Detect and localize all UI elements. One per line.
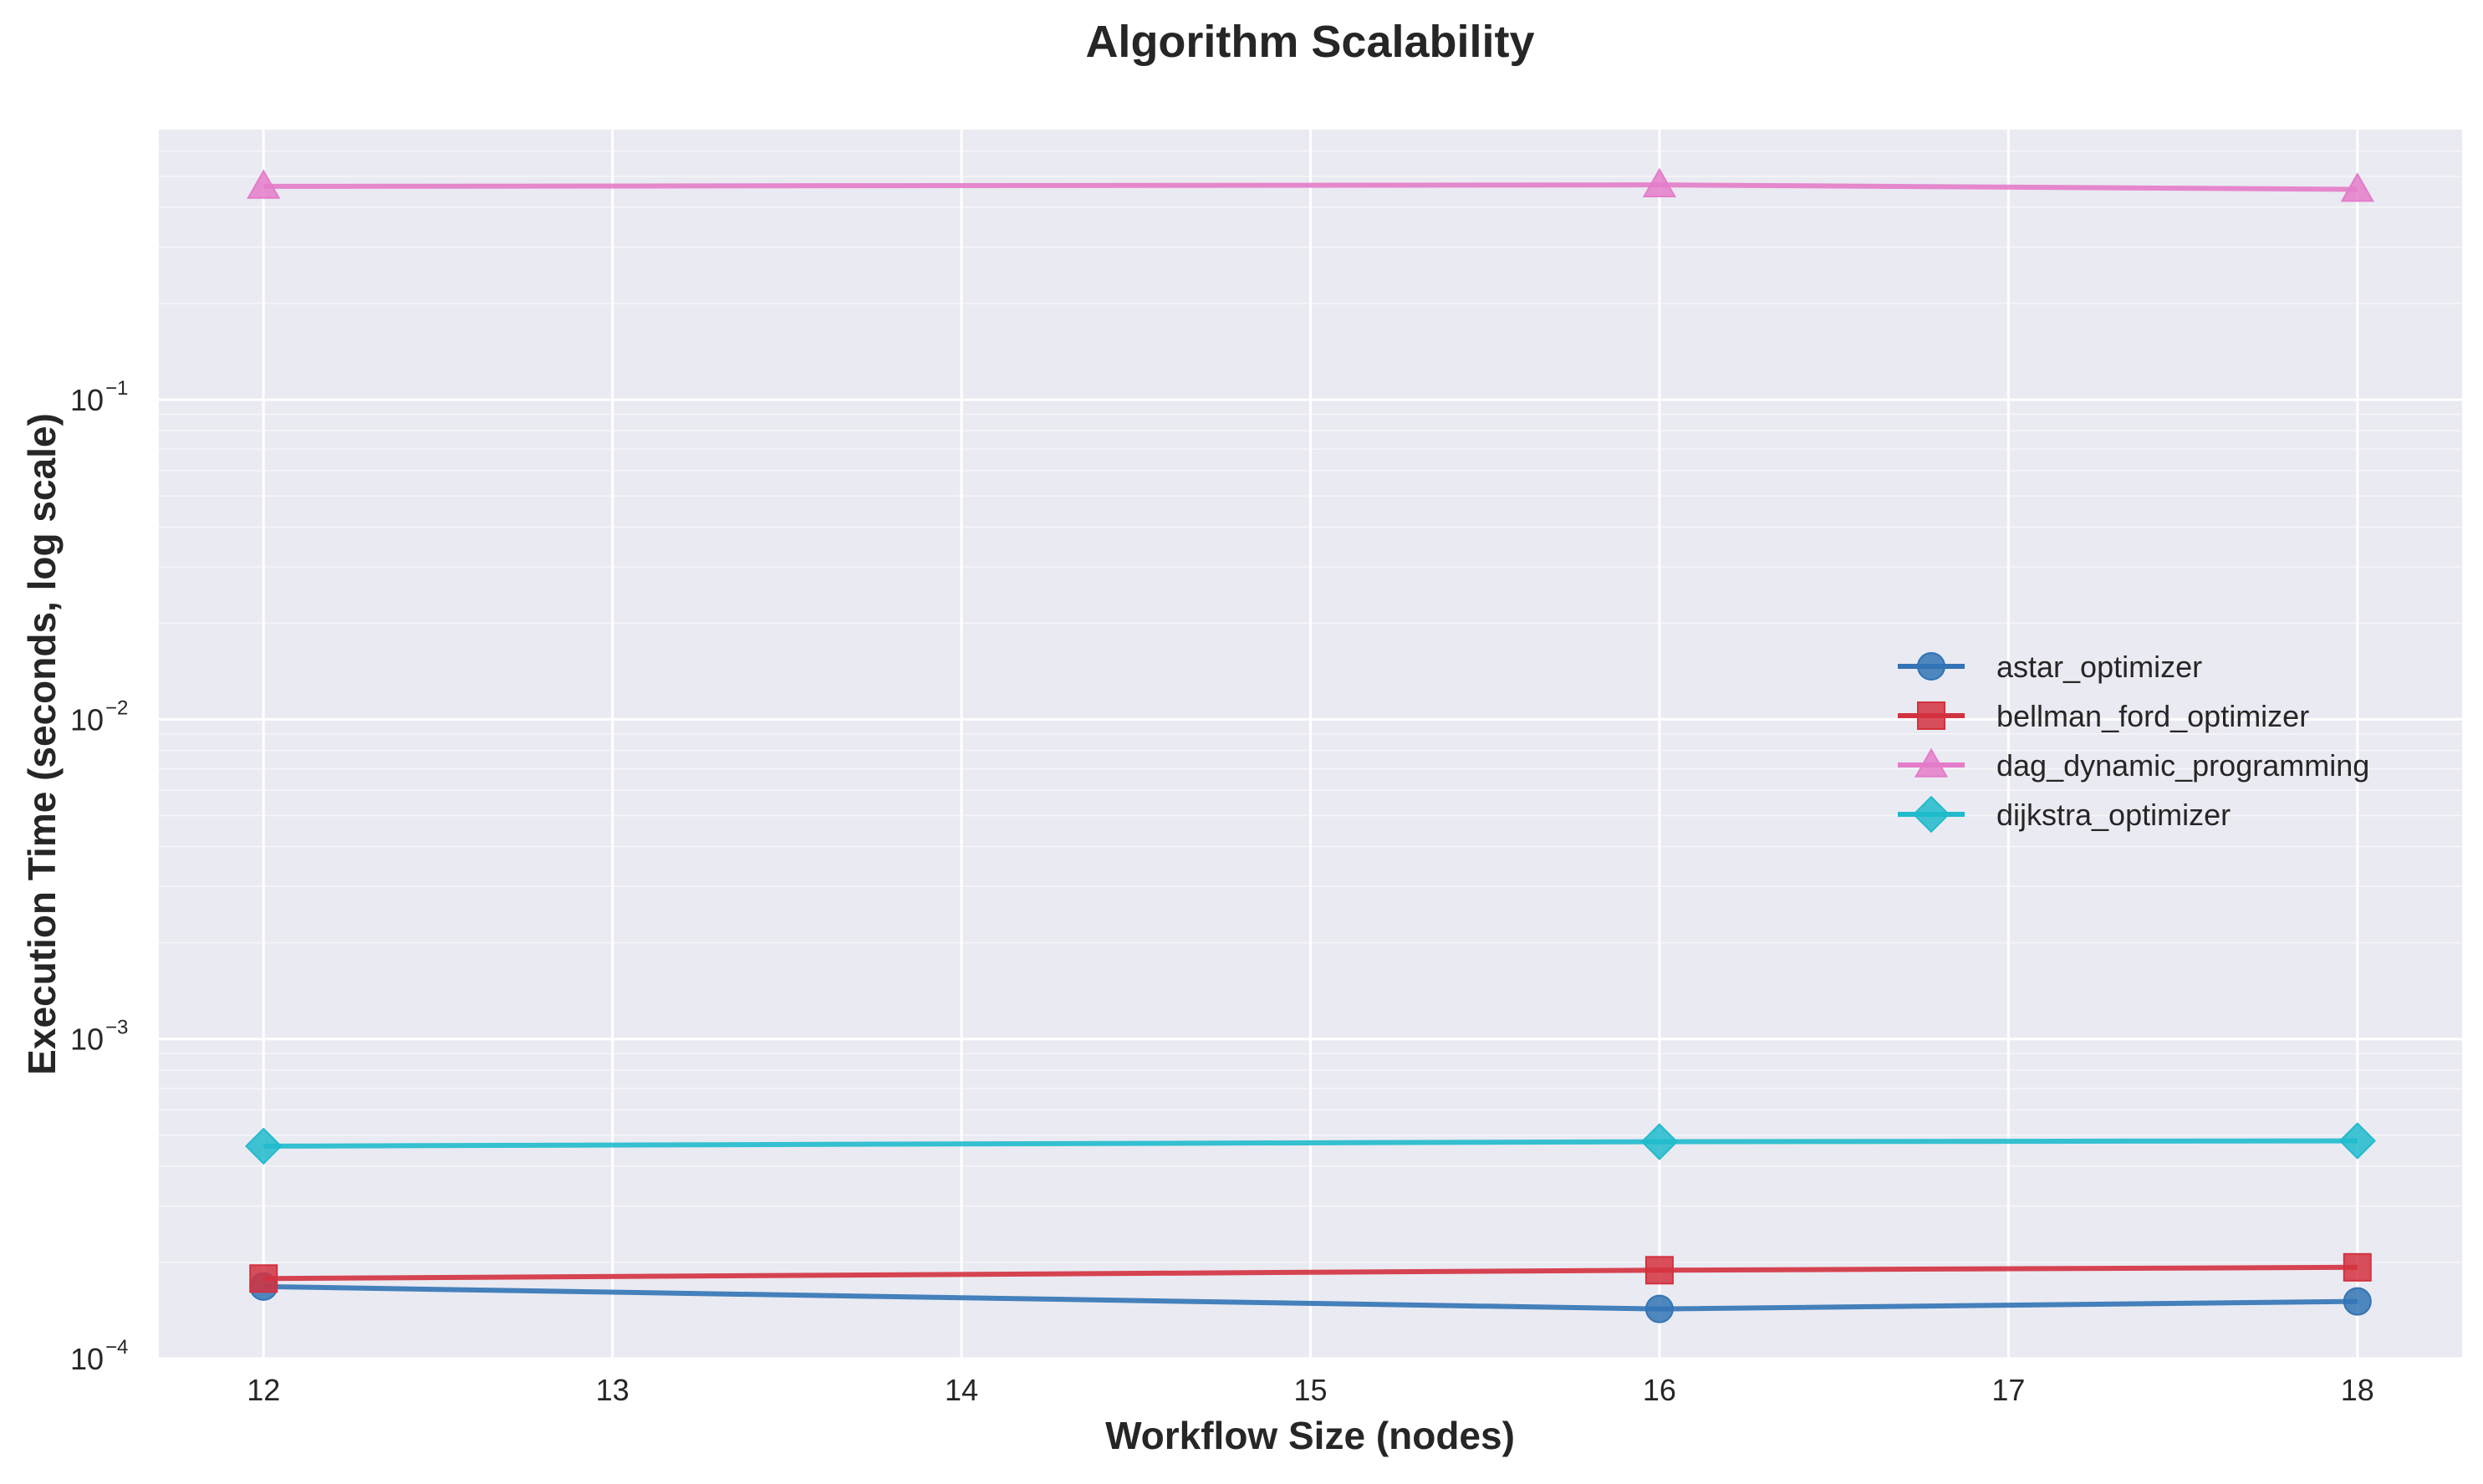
x-tick-label: 13: [596, 1373, 630, 1407]
legend-marker: [1914, 747, 1949, 778]
legend: astar_optimizer bellman_ford_optimizerdag…: [1898, 650, 2369, 834]
y-tick-exponent: −4: [105, 1336, 128, 1359]
data-point: [245, 1127, 283, 1165]
data-point: [1644, 1256, 1674, 1285]
y-tick-base: 10: [70, 702, 104, 737]
legend-label: dag_dynamic_programming: [1996, 748, 2369, 783]
legend-item: dijkstra_optimizer: [1898, 795, 2231, 834]
series-layer: [245, 167, 2376, 1323]
x-tick-label: 12: [247, 1373, 280, 1407]
data-point: [1642, 167, 1677, 197]
x-tick-label: 18: [2341, 1373, 2374, 1407]
y-tick-label: 10 −3: [70, 1017, 128, 1057]
x-tick-label: 14: [945, 1373, 978, 1407]
data-point: [1640, 1123, 1679, 1160]
legend-label: bellman_ford_optimizer: [1996, 699, 2309, 733]
data-point: [2343, 1252, 2372, 1282]
legend-marker: [1917, 701, 1945, 730]
legend-label: dijkstra_optimizer: [1996, 798, 2231, 832]
y-tick-base: 10: [70, 1022, 104, 1057]
chart-title: Algorithm Scalability: [1085, 17, 1534, 67]
y-axis-label: Execution Time (seconds, log scale): [20, 413, 64, 1075]
legend-item: bellman_ford_optimizer: [1898, 699, 2309, 733]
y-tick-exponent: −1: [105, 377, 128, 400]
y-tick-label: 10 −2: [70, 696, 128, 737]
y-tick-label: 10 −4: [70, 1336, 128, 1376]
series-dag_dynamic_programming: [247, 167, 2374, 202]
series-dijkstra_optimizer: [245, 1122, 2376, 1165]
legend-item: astar_optimizer: [1898, 650, 2202, 684]
x-tick-label: 16: [1643, 1373, 1676, 1407]
data-point: [2340, 172, 2374, 202]
legend-marker: [1917, 652, 1945, 681]
x-tick-label: 15: [1293, 1373, 1327, 1407]
data-point: [247, 169, 281, 199]
data-point: [1644, 1294, 1674, 1323]
y-tick-base: 10: [70, 383, 104, 417]
data-point: [2343, 1287, 2372, 1316]
legend-item: dag_dynamic_programming: [1898, 747, 2369, 783]
series-bellman_ford_optimizer: [249, 1252, 2372, 1293]
grid: [159, 130, 2462, 1360]
data-point: [2338, 1122, 2376, 1160]
y-tick-exponent: −3: [105, 1017, 128, 1039]
data-point: [249, 1264, 278, 1293]
y-tick-exponent: −2: [105, 696, 128, 719]
y-tick-base: 10: [70, 1342, 104, 1376]
x-axis-label: Workflow Size (nodes): [1105, 1414, 1515, 1457]
legend-label: astar_optimizer: [1996, 650, 2202, 684]
y-tick-label: 10 −1: [70, 377, 128, 417]
x-tick-label: 17: [1991, 1373, 2025, 1407]
legend-marker: [1912, 795, 1950, 834]
